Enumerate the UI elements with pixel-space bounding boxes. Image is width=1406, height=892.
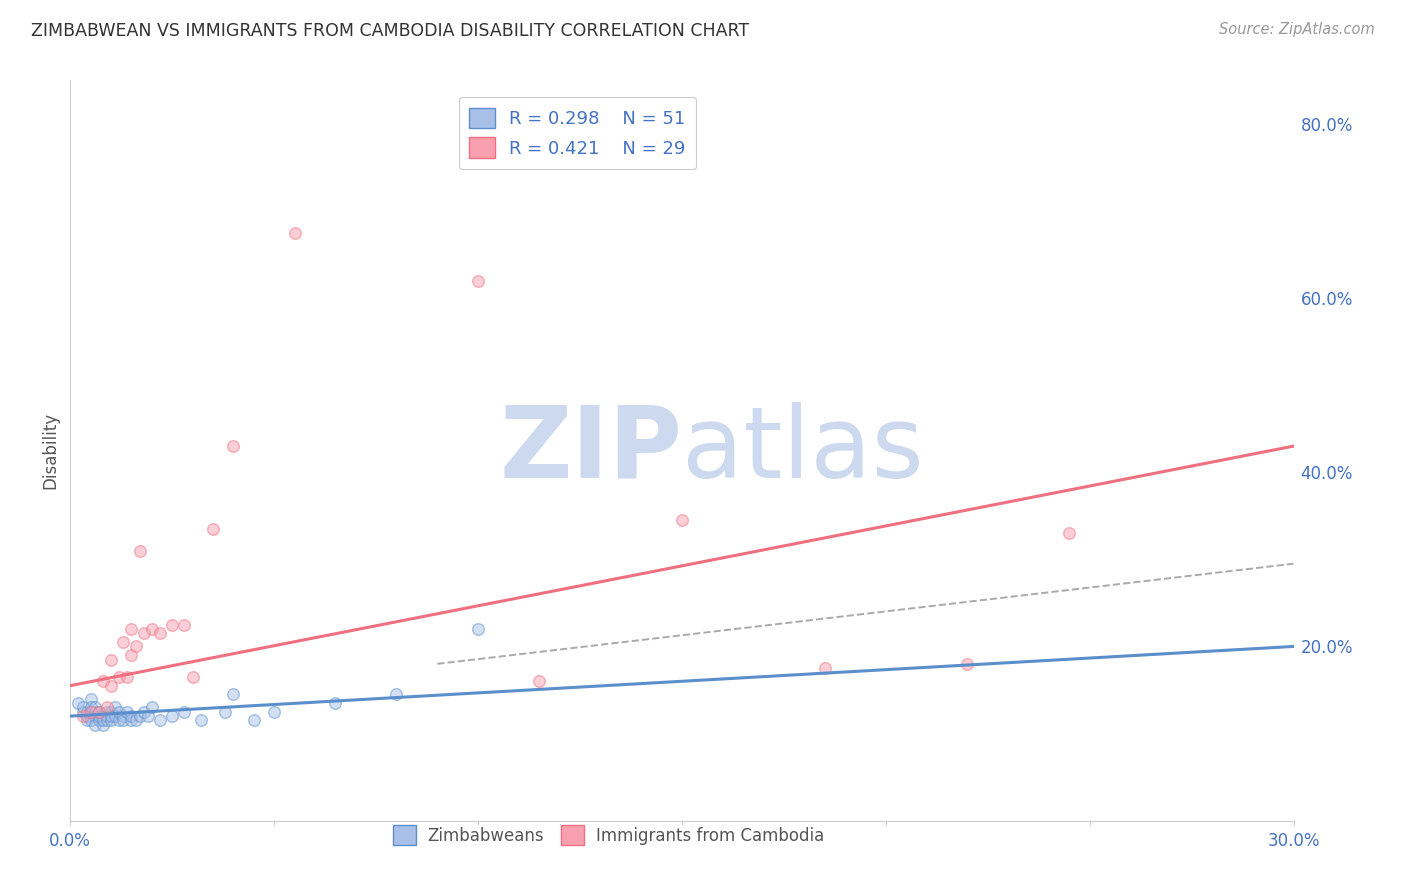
Point: [108, 705, 131, 719]
Point: [91, 674, 114, 689]
Point: [121, 648, 143, 662]
Point: [87, 709, 110, 723]
Point: [87, 705, 110, 719]
Point: [87, 705, 110, 719]
Point: [813, 661, 835, 675]
Point: [96, 705, 118, 719]
Point: [100, 652, 122, 666]
Point: [76, 709, 98, 723]
Point: [1057, 526, 1080, 541]
Point: [108, 670, 131, 684]
Point: [117, 705, 139, 719]
Point: [202, 522, 225, 536]
Point: [132, 626, 155, 640]
Point: [108, 714, 131, 728]
Point: [112, 714, 135, 728]
Point: [76, 705, 98, 719]
Point: [132, 705, 155, 719]
Point: [222, 687, 245, 701]
Point: [529, 674, 551, 689]
Point: [83, 700, 105, 714]
Text: ZIP: ZIP: [499, 402, 682, 499]
Point: [91, 714, 114, 728]
Legend: Zimbabweans, Immigrants from Cambodia: Zimbabweans, Immigrants from Cambodia: [384, 817, 832, 853]
Point: [263, 705, 285, 719]
Y-axis label: Disability: Disability: [41, 412, 59, 489]
Point: [104, 700, 127, 714]
Point: [128, 543, 150, 558]
Point: [181, 670, 204, 684]
Point: [128, 709, 150, 723]
Point: [121, 709, 143, 723]
Point: [112, 635, 135, 649]
Point: [112, 709, 135, 723]
Point: [121, 714, 143, 728]
Point: [100, 705, 122, 719]
Text: Source: ZipAtlas.com: Source: ZipAtlas.com: [1219, 22, 1375, 37]
Point: [79, 700, 103, 714]
Point: [117, 670, 139, 684]
Text: atlas: atlas: [682, 402, 924, 499]
Point: [96, 714, 118, 728]
Point: [79, 705, 103, 719]
Point: [214, 705, 236, 719]
Point: [96, 700, 118, 714]
Point: [100, 679, 122, 693]
Point: [190, 714, 212, 728]
Point: [141, 700, 163, 714]
Point: [385, 687, 408, 701]
Point: [173, 705, 195, 719]
Point: [136, 709, 159, 723]
Point: [79, 705, 103, 719]
Point: [96, 709, 118, 723]
Point: [222, 439, 245, 453]
Point: [72, 705, 94, 719]
Point: [124, 714, 146, 728]
Point: [467, 274, 489, 288]
Point: [149, 714, 172, 728]
Point: [284, 226, 307, 240]
Point: [83, 718, 105, 732]
Point: [173, 617, 195, 632]
Point: [76, 714, 98, 728]
Point: [79, 714, 103, 728]
Point: [87, 714, 110, 728]
Point: [162, 709, 183, 723]
Point: [104, 709, 127, 723]
Point: [149, 626, 172, 640]
Point: [243, 714, 266, 728]
Point: [467, 622, 489, 636]
Point: [956, 657, 979, 671]
Point: [100, 709, 122, 723]
Point: [67, 696, 90, 710]
Point: [141, 622, 163, 636]
Point: [91, 718, 114, 732]
Point: [83, 705, 105, 719]
Point: [124, 640, 146, 654]
Point: [91, 709, 114, 723]
Point: [100, 714, 122, 728]
Point: [72, 700, 94, 714]
Point: [671, 513, 693, 527]
Point: [79, 691, 103, 706]
Point: [121, 622, 143, 636]
Point: [162, 617, 183, 632]
Point: [83, 709, 105, 723]
Point: [323, 696, 347, 710]
Text: ZIMBABWEAN VS IMMIGRANTS FROM CAMBODIA DISABILITY CORRELATION CHART: ZIMBABWEAN VS IMMIGRANTS FROM CAMBODIA D…: [31, 22, 749, 40]
Point: [72, 709, 94, 723]
